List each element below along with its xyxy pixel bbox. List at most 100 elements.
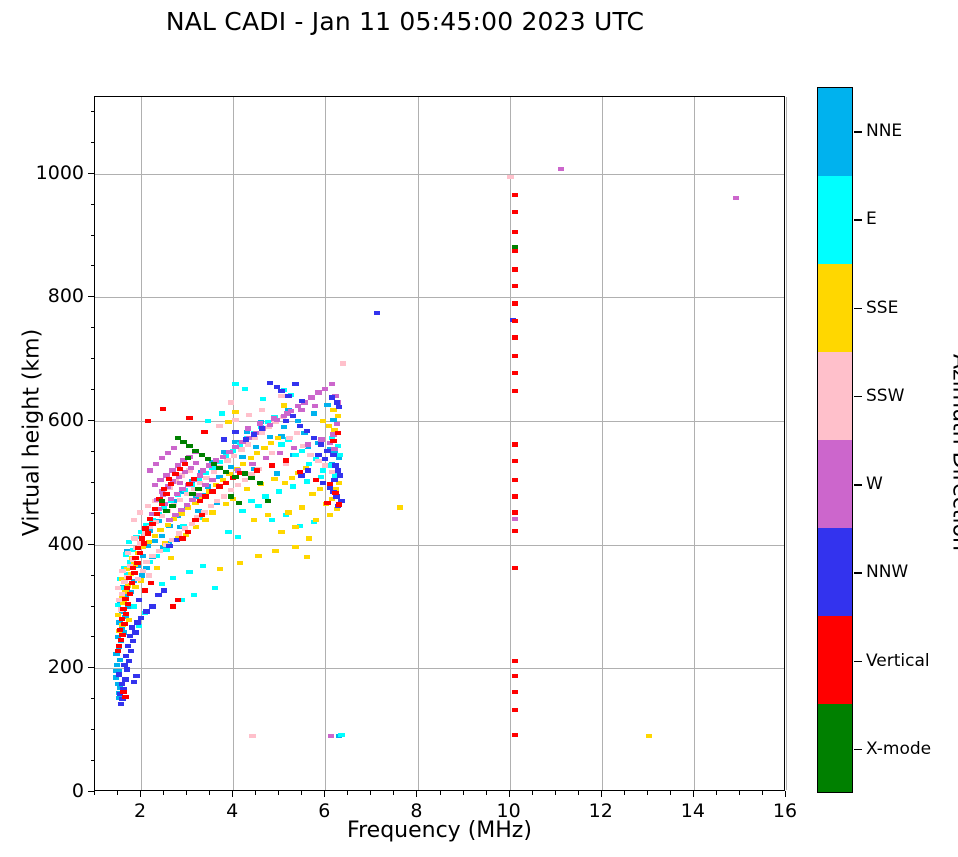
data-point <box>144 504 152 509</box>
data-point <box>220 494 228 499</box>
data-point <box>248 475 255 480</box>
data-point <box>141 531 148 536</box>
data-point <box>149 553 156 558</box>
data-point <box>114 648 122 654</box>
data-point <box>129 547 136 552</box>
y-minor-tick <box>90 450 94 452</box>
data-point <box>312 477 320 482</box>
data-point <box>511 459 519 464</box>
data-point <box>255 504 262 509</box>
data-point <box>511 732 519 738</box>
data-point <box>204 457 211 462</box>
data-point <box>120 606 127 612</box>
data-point <box>308 395 315 400</box>
data-point <box>283 462 290 467</box>
data-point <box>335 443 342 448</box>
data-point <box>234 535 241 540</box>
data-point <box>236 561 244 566</box>
data-point <box>241 386 248 391</box>
data-point <box>146 573 153 578</box>
y-minor-tick <box>90 605 94 607</box>
y-minor-tick <box>90 698 94 700</box>
data-point <box>158 489 165 494</box>
y-tick-label: 800 <box>47 285 84 308</box>
data-point <box>511 389 519 394</box>
data-point <box>124 667 131 672</box>
data-point <box>121 621 128 626</box>
y-tick <box>88 420 94 421</box>
data-point <box>511 510 519 515</box>
data-point <box>186 569 193 574</box>
data-point <box>331 446 338 451</box>
data-point <box>157 527 164 532</box>
data-point <box>304 444 311 450</box>
data-point <box>116 692 124 697</box>
data-point <box>269 451 276 456</box>
data-point <box>232 439 239 445</box>
y-minor-tick <box>90 265 94 267</box>
data-point <box>278 394 285 399</box>
data-point <box>241 478 248 483</box>
data-point <box>283 458 290 463</box>
data-point <box>296 423 304 429</box>
data-point <box>271 477 278 482</box>
data-point <box>511 301 519 306</box>
data-point <box>146 540 153 545</box>
data-point <box>330 417 337 422</box>
data-point <box>244 442 252 447</box>
data-point <box>156 496 163 501</box>
data-point <box>122 596 129 602</box>
data-point <box>116 627 124 633</box>
data-point <box>239 454 246 459</box>
data-point <box>132 556 139 561</box>
x-tick-label: 4 <box>226 800 239 822</box>
data-point <box>511 528 519 534</box>
colorbar-segment-ssw <box>818 352 852 440</box>
gridline-x <box>601 97 603 790</box>
data-point <box>270 416 277 421</box>
data-point <box>242 437 250 442</box>
data-point <box>154 566 161 571</box>
data-point <box>209 478 216 483</box>
data-point <box>160 486 168 492</box>
x-tick <box>324 791 326 797</box>
data-point <box>319 480 327 485</box>
colorbar-tick <box>854 307 862 310</box>
colorbar-label-e: E <box>866 209 877 230</box>
data-point <box>209 489 216 494</box>
data-point <box>147 468 154 473</box>
data-point <box>329 496 336 501</box>
data-point <box>326 485 334 490</box>
data-point <box>147 559 154 565</box>
data-point <box>250 517 258 523</box>
data-point <box>177 480 184 485</box>
data-point <box>117 657 124 662</box>
x-minor-tick <box>669 791 671 795</box>
data-point <box>333 421 340 427</box>
data-point <box>511 335 519 340</box>
data-point <box>261 446 268 451</box>
x-tick <box>692 791 694 797</box>
data-point <box>335 480 343 485</box>
data-point <box>329 436 336 441</box>
data-point <box>183 532 190 537</box>
data-point <box>288 475 296 480</box>
data-point <box>178 598 185 603</box>
data-point <box>167 556 175 561</box>
x-tick <box>232 791 234 797</box>
data-point <box>225 420 232 425</box>
y-minor-tick <box>90 481 94 483</box>
data-point <box>200 563 207 568</box>
y-axis-label: Virtual height (km) <box>19 328 45 537</box>
data-point <box>137 615 145 620</box>
data-point <box>303 554 311 560</box>
data-point <box>316 486 323 492</box>
colorbar-segment-nnw <box>818 528 852 616</box>
data-point <box>177 498 184 503</box>
y-tick-label: 400 <box>47 532 84 555</box>
data-point <box>164 522 171 527</box>
data-point <box>264 499 271 504</box>
data-point <box>120 585 127 591</box>
colorbar-label-vertical: Vertical <box>866 650 930 671</box>
data-point <box>216 459 223 464</box>
